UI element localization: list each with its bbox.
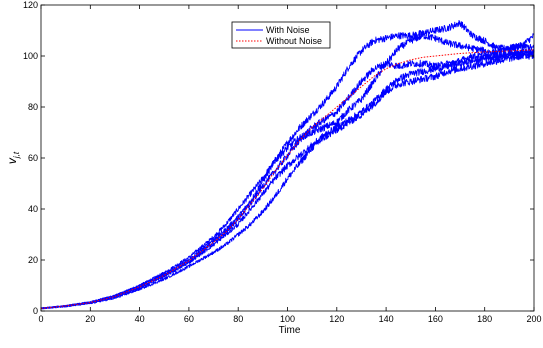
y-axis-label: vj,t (5, 151, 21, 164)
series-line-with-noise-2 (40, 32, 535, 310)
y-tick-label: 40 (28, 204, 38, 214)
y-axis-label-subscript: j,t (12, 151, 21, 159)
x-tick-label: 60 (184, 314, 194, 324)
legend: With Noise Without Noise (231, 21, 331, 49)
y-tick-label: 0 (33, 306, 38, 316)
y-tick-label: 60 (28, 153, 38, 163)
x-tick-label: 100 (280, 314, 295, 324)
ticks-layer: 0 20 40 60 80 100 120 140 160 180 200 0 20 40 60 80 100 1… (23, 0, 542, 324)
x-tick-label: 200 (526, 314, 541, 324)
legend-box (231, 21, 331, 49)
series-line-without-noise (40, 49, 535, 309)
series-layer (40, 20, 535, 310)
x-tick-label: 40 (135, 314, 145, 324)
x-tick-label: 120 (329, 314, 344, 324)
x-tick-label: 20 (85, 314, 95, 324)
series-line-with-noise-4 (40, 47, 535, 310)
x-axis-label: Time (279, 325, 301, 336)
x-tick-label: 180 (477, 314, 492, 324)
y-tick-label: 80 (28, 102, 38, 112)
legend-label-with-noise: With Noise (266, 25, 310, 35)
legend-label-without-noise: Without Noise (266, 36, 322, 46)
y-axis-label-main: v (5, 157, 19, 164)
y-tick-label: 120 (23, 0, 38, 10)
x-tick-label: 80 (233, 314, 243, 324)
x-tick-label: 0 (38, 314, 43, 324)
y-tick-label: 100 (23, 51, 38, 61)
series-line-with-noise-5 (40, 48, 535, 310)
x-tick-label: 140 (379, 314, 394, 324)
x-tick-label: 160 (428, 314, 443, 324)
y-tick-label: 20 (28, 255, 38, 265)
svg-text:vj,t: vj,t (5, 151, 21, 164)
